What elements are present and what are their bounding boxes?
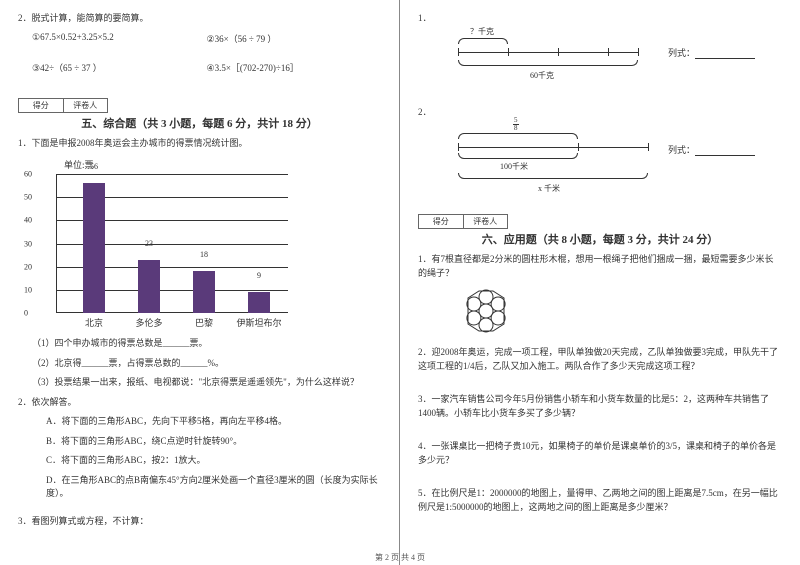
- calc-2: ②36×（56 ÷ 79 ）: [207, 32, 382, 45]
- score-label-6: 得分: [419, 215, 464, 228]
- d2-mid-label: 100千米: [500, 161, 528, 172]
- d2-bottom-label: x 千米: [538, 183, 560, 194]
- q6-3: 3．一家汽车销售公司今年5月份销售小轿车和小货车数量的比是5：2，这两种车共销售…: [418, 393, 782, 420]
- chart-bar: [193, 271, 215, 313]
- grader-label: 评卷人: [64, 99, 108, 112]
- vote-chart: 单位:票 010203040506056北京23多伦多18巴黎9伊斯坦布尔: [38, 156, 318, 331]
- q5-2: 2．依次解答。: [18, 396, 381, 410]
- d2-frac-d: 8: [513, 125, 519, 132]
- bar-value: 23: [138, 239, 160, 248]
- chart-bar: [83, 183, 105, 313]
- calc-1: ①67.5×0.52+3.25×5.2: [32, 32, 207, 45]
- q5-3: 3．看图列算式或方程，不计算：: [18, 515, 381, 529]
- calc-title: 2．脱式计算，能简算的要简算。: [18, 12, 381, 26]
- y-tick: 50: [24, 193, 32, 202]
- q6-1: 1．有7根直径都是2分米的圆柱形木棍，想用一根绳子把他们捆成一捆，最短需要多少米…: [418, 253, 782, 280]
- q6-4: 4．一张课桌比一把椅子贵10元，如果椅子的单价是课桌单价的3/5，课桌和椅子的单…: [418, 440, 782, 467]
- d2-formula: 列式：: [668, 143, 755, 156]
- q6-5: 5．在比例尺是1：2000000的地图上，量得甲、乙两地之间的图上距离是7.5c…: [418, 487, 782, 514]
- diagram-1: ？千克 60千克 列式：: [438, 32, 782, 92]
- bar-value: 18: [193, 250, 215, 259]
- calc-4: ④3.5×［(702-270)÷16］: [207, 61, 382, 74]
- q5-1-2: （2）北京得______票，占得票总数的______%。: [18, 357, 381, 371]
- bar-value: 9: [248, 271, 270, 280]
- diagram-2: 5 8 100千米 x 千米 列式：: [438, 125, 782, 200]
- x-label: 多伦多: [124, 316, 174, 329]
- chart-bar: [248, 292, 270, 313]
- q5-2-c: C．将下面的三角形ABC，按2：1放大。: [18, 454, 381, 468]
- q5-1: 1．下面是申报2008年奥运会主办城市的得票情况统计图。: [18, 137, 381, 151]
- diag-1-label: 1．: [418, 12, 782, 26]
- q5-2-a: A．将下面的三角形ABC，先向下平移5格，再向左平移4格。: [18, 415, 381, 429]
- score-label: 得分: [19, 99, 64, 112]
- d2-brace-top: [458, 133, 578, 139]
- x-label: 巴黎: [179, 316, 229, 329]
- grid-line: [56, 174, 288, 175]
- circle-bundle-icon: [458, 286, 782, 338]
- d1-segment: [458, 52, 638, 53]
- d2-brace-bottom: [458, 173, 648, 179]
- y-tick: 40: [24, 216, 32, 225]
- d2-brace-mid: [458, 153, 578, 159]
- y-tick: 0: [24, 309, 28, 318]
- d1-top-label: ？千克: [470, 26, 494, 37]
- section-6-title: 六、应用题（共 8 小题，每题 3 分，共计 24 分）: [418, 231, 782, 247]
- y-tick: 60: [24, 170, 32, 179]
- diag-2-label: 2．: [418, 106, 782, 120]
- bar-value: 56: [83, 162, 105, 171]
- y-tick: 20: [24, 262, 32, 271]
- d2-segment: [458, 147, 648, 148]
- y-tick: 30: [24, 239, 32, 248]
- q5-2-b: B．将下面的三角形ABC，绕C点逆时针旋转90°。: [18, 435, 381, 449]
- q5-2-d: D．在三角形ABC的点B南偏东45°方向2厘米处画一个直径3厘米的圆（长度为实际…: [18, 474, 381, 501]
- d1-brace-top: [458, 38, 508, 44]
- x-label: 北京: [69, 316, 119, 329]
- y-tick: 10: [24, 285, 32, 294]
- section-5-title: 五、综合题（共 3 小题，每题 6 分，共计 18 分）: [18, 115, 381, 131]
- page-footer: 第 2 页 共 4 页: [0, 552, 800, 563]
- d1-brace-bottom: [458, 60, 638, 66]
- chart-bar: [138, 260, 160, 313]
- d1-formula: 列式：: [668, 46, 755, 59]
- score-box-5: 得分 评卷人: [18, 98, 108, 113]
- x-label: 伊斯坦布尔: [234, 316, 284, 329]
- score-box-6: 得分 评卷人: [418, 214, 508, 229]
- calc-3: ③42÷（65 ÷ 37 ）: [32, 61, 207, 74]
- q6-2: 2．迎2008年奥运，完成一项工程，甲队单独做20天完成，乙队单独做要3完成，甲…: [418, 346, 782, 373]
- q5-1-3: （3）投票结果一出来，报纸、电视都说："北京得票是遥遥领先"，为什么这样说？: [18, 376, 381, 390]
- d1-bottom-label: 60千克: [530, 70, 554, 81]
- grader-label-6: 评卷人: [464, 215, 508, 228]
- q5-1-1: （1）四个申办城市的得票总数是______票。: [18, 337, 381, 351]
